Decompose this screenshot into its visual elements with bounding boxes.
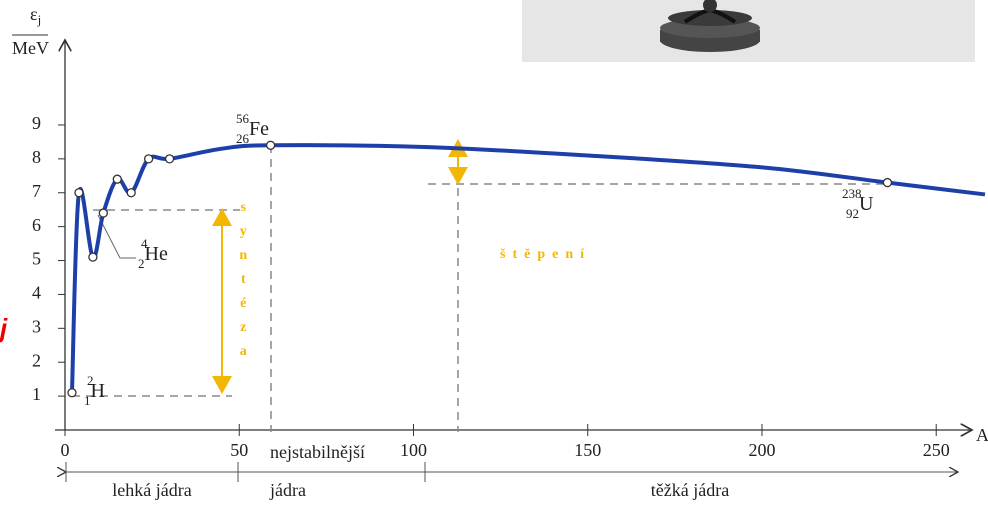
x-tick-label: 100: [400, 440, 427, 460]
illustration: [522, 0, 975, 62]
point: [75, 189, 83, 197]
x-tick-label: 50: [230, 440, 248, 460]
point: [145, 155, 153, 163]
y-tick-label: 7: [32, 181, 41, 201]
region-label: lehká jádra: [112, 480, 191, 500]
region-label: těžká jádra: [651, 480, 729, 500]
x-label: A: [976, 425, 988, 445]
region-label: jádra: [269, 480, 306, 500]
point: [89, 253, 97, 261]
fusion-label: syntéza: [236, 200, 251, 368]
y-tick-label: 5: [32, 249, 41, 269]
y-tick-label: 3: [32, 316, 41, 336]
x-tick-label: 200: [748, 440, 775, 460]
edge-text: j: [0, 313, 8, 343]
y-label-symbol: εj: [30, 4, 41, 27]
x-tick-label: 0: [61, 440, 70, 460]
curve: [72, 145, 985, 393]
point: [68, 389, 76, 397]
x-tick-label: 150: [574, 440, 601, 460]
point: [883, 179, 891, 187]
point: [127, 189, 135, 197]
y-tick-label: 2: [32, 350, 41, 370]
y-tick-label: 4: [32, 283, 41, 303]
y-tick-label: 6: [32, 215, 41, 235]
point: [113, 175, 121, 183]
y-tick-label: 1: [32, 384, 41, 404]
y-label-unit: MeV: [12, 38, 49, 58]
y-tick-label: 8: [32, 147, 41, 167]
region-label: nejstabilnější: [270, 442, 365, 462]
point: [166, 155, 174, 163]
fission-label: štěpení: [500, 247, 591, 262]
leader: [98, 215, 136, 258]
x-tick-label: 250: [923, 440, 950, 460]
chart: j εj MeV A syntéza štěpení 5626Fe 42He 2…: [0, 0, 988, 513]
point: [267, 141, 275, 149]
point: [99, 209, 107, 217]
y-tick-label: 9: [32, 113, 41, 133]
